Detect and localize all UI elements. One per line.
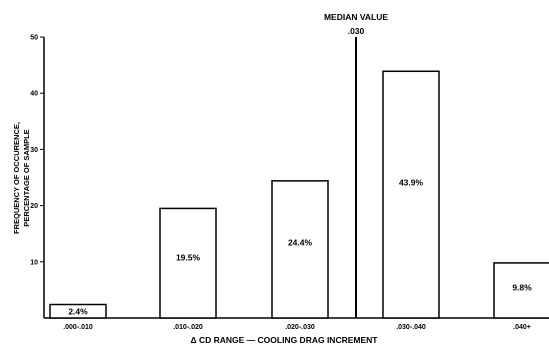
y-axis-label-line-2: PERCENTAGE OF SAMPLE — [22, 129, 31, 226]
y-tick-label: 50 — [30, 35, 38, 42]
y-tick-label: 30 — [30, 147, 38, 154]
median-marker: MEDIAN VALUE .030 — [324, 12, 388, 318]
y-ticks: 10 20 30 40 50 — [30, 35, 44, 266]
bar-value-label: 19.5% — [176, 253, 201, 263]
y-axis-label-line-1: FREQUENCY OF OCCURENCE, — [12, 122, 21, 234]
x-category-label: .020-.030 — [285, 324, 315, 331]
bar — [159, 207, 217, 319]
y-tick-label: 40 — [30, 91, 38, 98]
bar-value-label: 43.9% — [399, 177, 424, 187]
x-category-label: .040+ — [513, 324, 531, 331]
x-category-labels: .000-.010 .010-.020 .020-.030 .030-.040 .040… — [63, 324, 531, 331]
bar — [493, 262, 549, 319]
bar-value-label: 9.8% — [512, 283, 532, 293]
bars: 2.4% 19.5% 24.4% 43.9% 9.8% — [49, 70, 549, 319]
x-axis-label: Δ CD RANGE — COOLING DRAG INCREMENT — [191, 335, 379, 345]
y-tick-label: 20 — [30, 203, 38, 210]
x-category-label: .000-.010 — [63, 324, 93, 331]
bar-value-label: 2.4% — [68, 306, 88, 316]
bar — [382, 70, 440, 319]
median-value-label: .030 — [348, 26, 365, 36]
bar — [271, 180, 329, 319]
y-tick-label: 10 — [30, 259, 38, 266]
x-category-label: .010-.020 — [173, 324, 203, 331]
bar — [49, 303, 107, 319]
x-category-label: .030-.040 — [396, 324, 426, 331]
median-label: MEDIAN VALUE — [324, 12, 388, 22]
bar-value-label: 24.4% — [288, 238, 313, 248]
